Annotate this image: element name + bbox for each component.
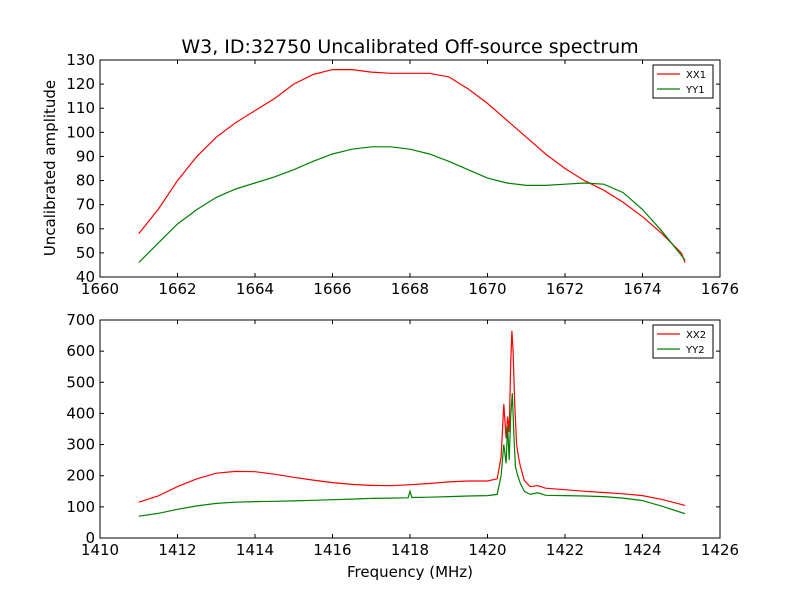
top-x-tick-label: 1674 [623,280,661,298]
top-legend-box [652,64,714,99]
chart-title: W3, ID:32750 Uncalibrated Off-source spe… [181,36,638,58]
top-x-tick-label: 1670 [468,280,506,298]
top-x-tick-label: 1668 [391,280,429,298]
top-x-tick-label: 1664 [236,280,274,298]
bottom-x-tick-label: 1412 [158,541,196,559]
bottom-x-axis-label: Frequency (MHz) [347,563,473,581]
bottom-plot-frame [99,319,721,539]
bottom-legend-label-yy2: YY2 [685,345,705,356]
top-series-line-yy1 [138,146,686,263]
top-x-tick-label: 1672 [546,280,584,298]
bottom-x-tick-label: 1422 [546,541,584,559]
top-y-axis-label: Uncalibrated amplitude [41,80,59,256]
top-y-tick-label: 50 [76,244,95,262]
bottom-y-tick-label: 500 [66,373,95,391]
bottom-legend-label-xx2: XX2 [686,330,706,341]
top-x-tick-label: 1660 [81,280,119,298]
top-y-tick-label: 120 [66,75,95,93]
bottom-legend-box [652,324,714,359]
bottom-y-tick-label: 300 [66,436,95,454]
top-y-tick-label: 40 [76,268,95,286]
bottom-y-tick-label: 700 [66,311,95,329]
bottom-y-tick-label: 100 [66,498,95,516]
top-series-line-xx1 [138,69,686,263]
top-y-tick-label: 90 [76,147,95,165]
bottom-y-tick-label: 0 [85,529,95,547]
top-y-tick-label: 100 [66,123,95,141]
bottom-x-tick-label: 1424 [623,541,661,559]
bottom-y-tick-label: 600 [66,342,95,360]
bottom-x-tick-label: 1414 [236,541,274,559]
top-y-tick-label: 60 [76,220,95,238]
top-x-tick-label: 1662 [158,280,196,298]
top-legend-label-yy1: YY1 [685,85,705,96]
bottom-x-tick-label: 1416 [313,541,351,559]
bottom-x-tick-label: 1410 [81,541,119,559]
bottom-x-tick-label: 1426 [701,541,739,559]
bottom-series-line-xx2 [138,330,686,507]
bottom-y-tick-label: 200 [66,467,95,485]
top-y-tick-label: 70 [76,196,95,214]
bottom-x-tick-label: 1418 [391,541,429,559]
top-x-tick-label: 1676 [701,280,739,298]
top-y-tick-label: 80 [76,172,95,190]
bottom-series-line-yy2 [138,393,686,517]
top-x-tick-label: 1666 [313,280,351,298]
top-y-tick-label: 110 [66,99,95,117]
bottom-y-tick-label: 400 [66,404,95,422]
top-y-tick-label: 130 [66,51,95,69]
bottom-x-tick-label: 1420 [468,541,506,559]
top-legend-label-xx1: XX1 [686,70,706,81]
top-plot-frame [99,59,721,278]
